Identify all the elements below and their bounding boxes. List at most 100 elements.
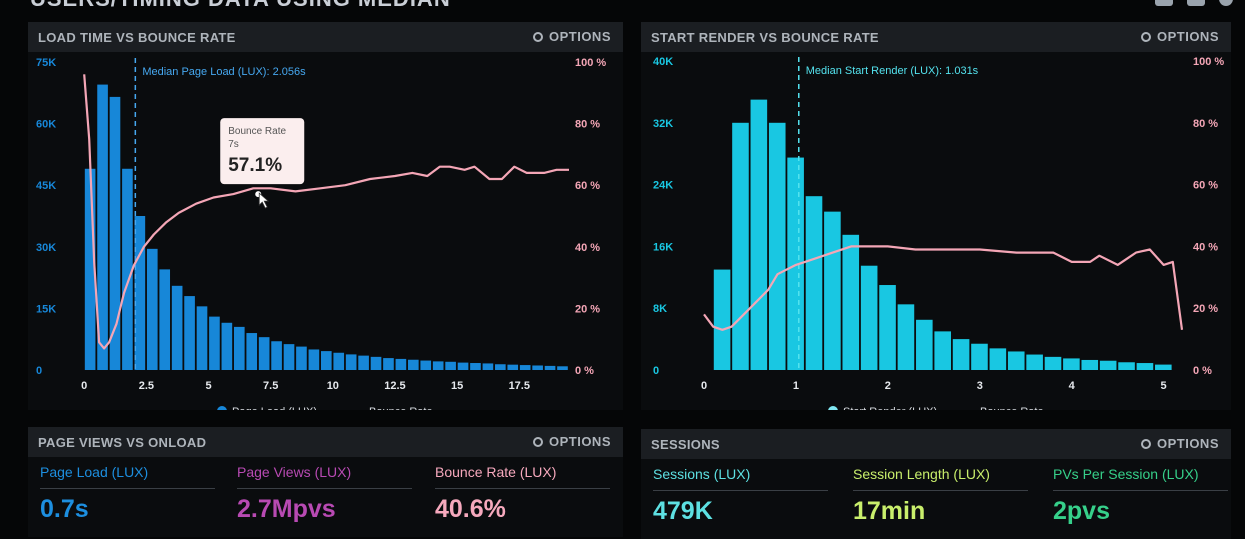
save-icon[interactable] xyxy=(1187,0,1205,6)
histogram-bar xyxy=(495,364,506,370)
gear-icon xyxy=(1140,31,1151,42)
histogram-bar xyxy=(370,356,382,370)
histogram-bar xyxy=(750,99,768,370)
y-right-tick-label: 20 % xyxy=(575,303,600,315)
histogram-bar xyxy=(1044,356,1062,370)
histogram-bar xyxy=(1155,364,1172,370)
histogram-bar xyxy=(457,362,469,370)
panel-title: START RENDER VS BOUNCE RATE xyxy=(651,30,879,45)
histogram-bar xyxy=(283,344,295,370)
metric-label: Bounce Rate (LUX) xyxy=(435,464,557,480)
histogram-bar xyxy=(805,196,823,370)
y-left-tick-label: 75K xyxy=(36,57,56,69)
x-tick-label: 2.5 xyxy=(139,380,154,392)
histogram-bar xyxy=(84,168,96,370)
histogram-bar xyxy=(470,363,481,370)
histogram-bar xyxy=(196,306,208,370)
share-icon[interactable] xyxy=(1155,0,1173,6)
panel-header: SESSIONS OPTIONS xyxy=(641,429,1231,459)
panel-title: PAGE VIEWS VS ONLOAD xyxy=(38,435,207,450)
histogram-bar xyxy=(1099,360,1117,370)
y-right-tick-label: 20 % xyxy=(1193,303,1218,315)
histogram-bar xyxy=(184,296,195,370)
y-left-tick-label: 16K xyxy=(653,241,673,253)
histogram-bar xyxy=(1007,351,1025,370)
histogram-bar xyxy=(271,341,282,370)
histogram-bar xyxy=(408,359,419,370)
metric-value: 2pvs xyxy=(1053,497,1110,525)
load-time-chart: 0 15K 30K 45K 60K 75K 0 % 20 % 40 % 60 % 80 % 100 %… xyxy=(36,57,606,410)
histogram-bar xyxy=(358,355,369,370)
metric-value: 479K xyxy=(653,497,713,525)
histogram-bar xyxy=(482,363,494,370)
settings-icon[interactable] xyxy=(1219,0,1233,6)
page-header-title: USERS/TIMING DATA USING MEDIAN xyxy=(30,0,451,12)
y-right-tick-label: 40 % xyxy=(575,242,600,254)
histogram-bar xyxy=(97,84,108,370)
metric-sessions: Sessions (LUX) 479K xyxy=(653,466,828,526)
y-right-tick-label: 60 % xyxy=(575,180,600,192)
bounce-rate-line xyxy=(83,74,569,350)
x-tick-label: 1 xyxy=(793,380,799,392)
histogram-bar xyxy=(420,360,432,370)
histogram-bar xyxy=(897,304,915,370)
histogram-bar xyxy=(1136,363,1154,370)
histogram-bar xyxy=(787,157,804,370)
histogram-bar xyxy=(824,211,841,370)
metric-label: Session Length (LUX) xyxy=(853,466,990,482)
gear-icon xyxy=(532,31,543,42)
y-left-tick-label: 30K xyxy=(36,242,56,254)
histogram-bar xyxy=(320,351,332,370)
sessions-panel: SESSIONS OPTIONS Sessions (LUX) 479K Ses… xyxy=(641,429,1231,539)
options-button[interactable]: OPTIONS xyxy=(532,29,611,44)
metric-label: Page Views (LUX) xyxy=(237,464,352,480)
median-label: Median Page Load (LUX): 2.056s xyxy=(142,66,306,78)
y-right-tick-label: 40 % xyxy=(1193,241,1218,253)
histogram-bar xyxy=(308,349,320,370)
histogram-bar xyxy=(916,319,933,370)
histogram-bar xyxy=(233,326,245,370)
histogram-bar xyxy=(221,322,233,370)
histogram-bar xyxy=(296,346,307,370)
histogram-bar xyxy=(1026,354,1043,370)
legend-label-bars: Page Load (LUX) xyxy=(232,406,317,410)
histogram-bar xyxy=(1081,359,1099,370)
header-toolbar xyxy=(1155,0,1233,6)
x-tick-label: 4 xyxy=(1069,380,1076,392)
y-left-tick-label: 60K xyxy=(36,119,56,131)
histogram-bar xyxy=(544,365,556,370)
y-left-tick-label: 40K xyxy=(653,56,673,68)
options-button[interactable]: OPTIONS xyxy=(1140,29,1219,44)
histogram-bar xyxy=(732,122,749,370)
options-button[interactable]: OPTIONS xyxy=(532,434,611,449)
y-left-tick-label: 8K xyxy=(653,303,667,315)
y-left-tick-label: 0 xyxy=(653,365,659,377)
histogram-bar xyxy=(109,96,121,370)
tooltip-value: 57.1% xyxy=(228,155,282,176)
y-right-tick-label: 80 % xyxy=(575,119,600,131)
histogram-bar xyxy=(971,343,988,370)
gear-icon xyxy=(532,436,543,447)
y-right-tick-label: 100 % xyxy=(575,57,606,69)
histogram-bar xyxy=(159,269,171,370)
histogram-bar xyxy=(989,348,1007,370)
histogram-bar xyxy=(395,358,407,370)
x-tick-label: 5 xyxy=(1161,380,1167,392)
histogram-bar xyxy=(532,365,543,370)
y-right-tick-label: 0 % xyxy=(1193,365,1212,377)
histogram-bar xyxy=(383,358,394,370)
metric-value: 40.6% xyxy=(435,495,506,523)
gear-icon xyxy=(1140,438,1151,449)
histogram-bar xyxy=(952,339,970,370)
y-right-tick-label: 80 % xyxy=(1193,118,1218,130)
metric-bounce-rate: Bounce Rate (LUX) 40.6% xyxy=(435,464,610,524)
y-left-tick-label: 24K xyxy=(653,180,673,192)
x-tick-label: 2 xyxy=(885,380,891,392)
histogram-bar xyxy=(507,364,519,370)
histogram-bar xyxy=(146,248,158,370)
histogram-bar xyxy=(171,285,183,370)
histogram-bar xyxy=(879,285,896,370)
panel-header: LOAD TIME VS BOUNCE RATE OPTIONS xyxy=(28,22,623,52)
histogram-bar xyxy=(842,234,860,370)
options-button[interactable]: OPTIONS xyxy=(1140,436,1219,451)
